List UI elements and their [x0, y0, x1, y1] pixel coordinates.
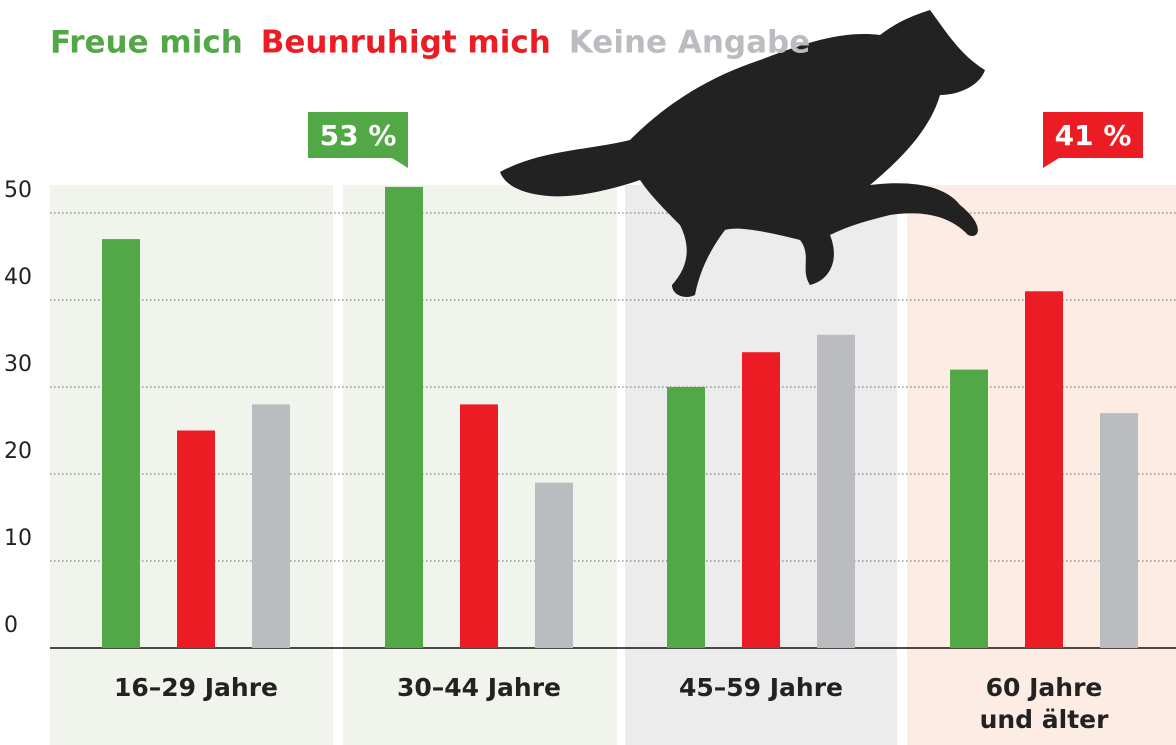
callout-box	[308, 112, 408, 158]
data-label: 53 %	[320, 119, 397, 152]
bar	[102, 239, 140, 648]
callout-box	[1043, 112, 1143, 158]
bar	[817, 334, 855, 648]
bar	[177, 430, 215, 648]
callout-tail	[392, 158, 408, 168]
callout-tail	[1043, 158, 1059, 168]
bar	[460, 404, 498, 648]
legend-entry: Keine Angabe	[569, 25, 810, 61]
bar	[742, 352, 780, 648]
bar	[950, 369, 988, 648]
wolf-silhouette	[500, 10, 985, 297]
x-tick-label: 30–44 Jahre	[396, 673, 562, 702]
data-label: 41 %	[1055, 119, 1132, 152]
bar	[385, 186, 423, 648]
y-tick-label: 10	[4, 526, 32, 551]
y-tick-label: 50	[4, 178, 32, 203]
y-tick-label: 20	[4, 439, 32, 464]
legend-entry: Freue mich	[50, 25, 243, 61]
x-tick-label: 60 Jahre und älter	[979, 673, 1109, 734]
bar	[1100, 413, 1138, 648]
x-tick-label: 16–29 Jahre	[113, 673, 279, 702]
bar	[1025, 291, 1063, 648]
legend-entry: Beunruhigt mich	[261, 25, 551, 61]
x-tick-label: 45–59 Jahre	[678, 673, 844, 702]
bar	[667, 387, 705, 648]
bar	[535, 482, 573, 648]
bar	[252, 404, 290, 648]
y-tick-label: 40	[4, 265, 32, 290]
y-tick-label: 0	[4, 613, 18, 638]
y-tick-label: 30	[4, 352, 32, 377]
